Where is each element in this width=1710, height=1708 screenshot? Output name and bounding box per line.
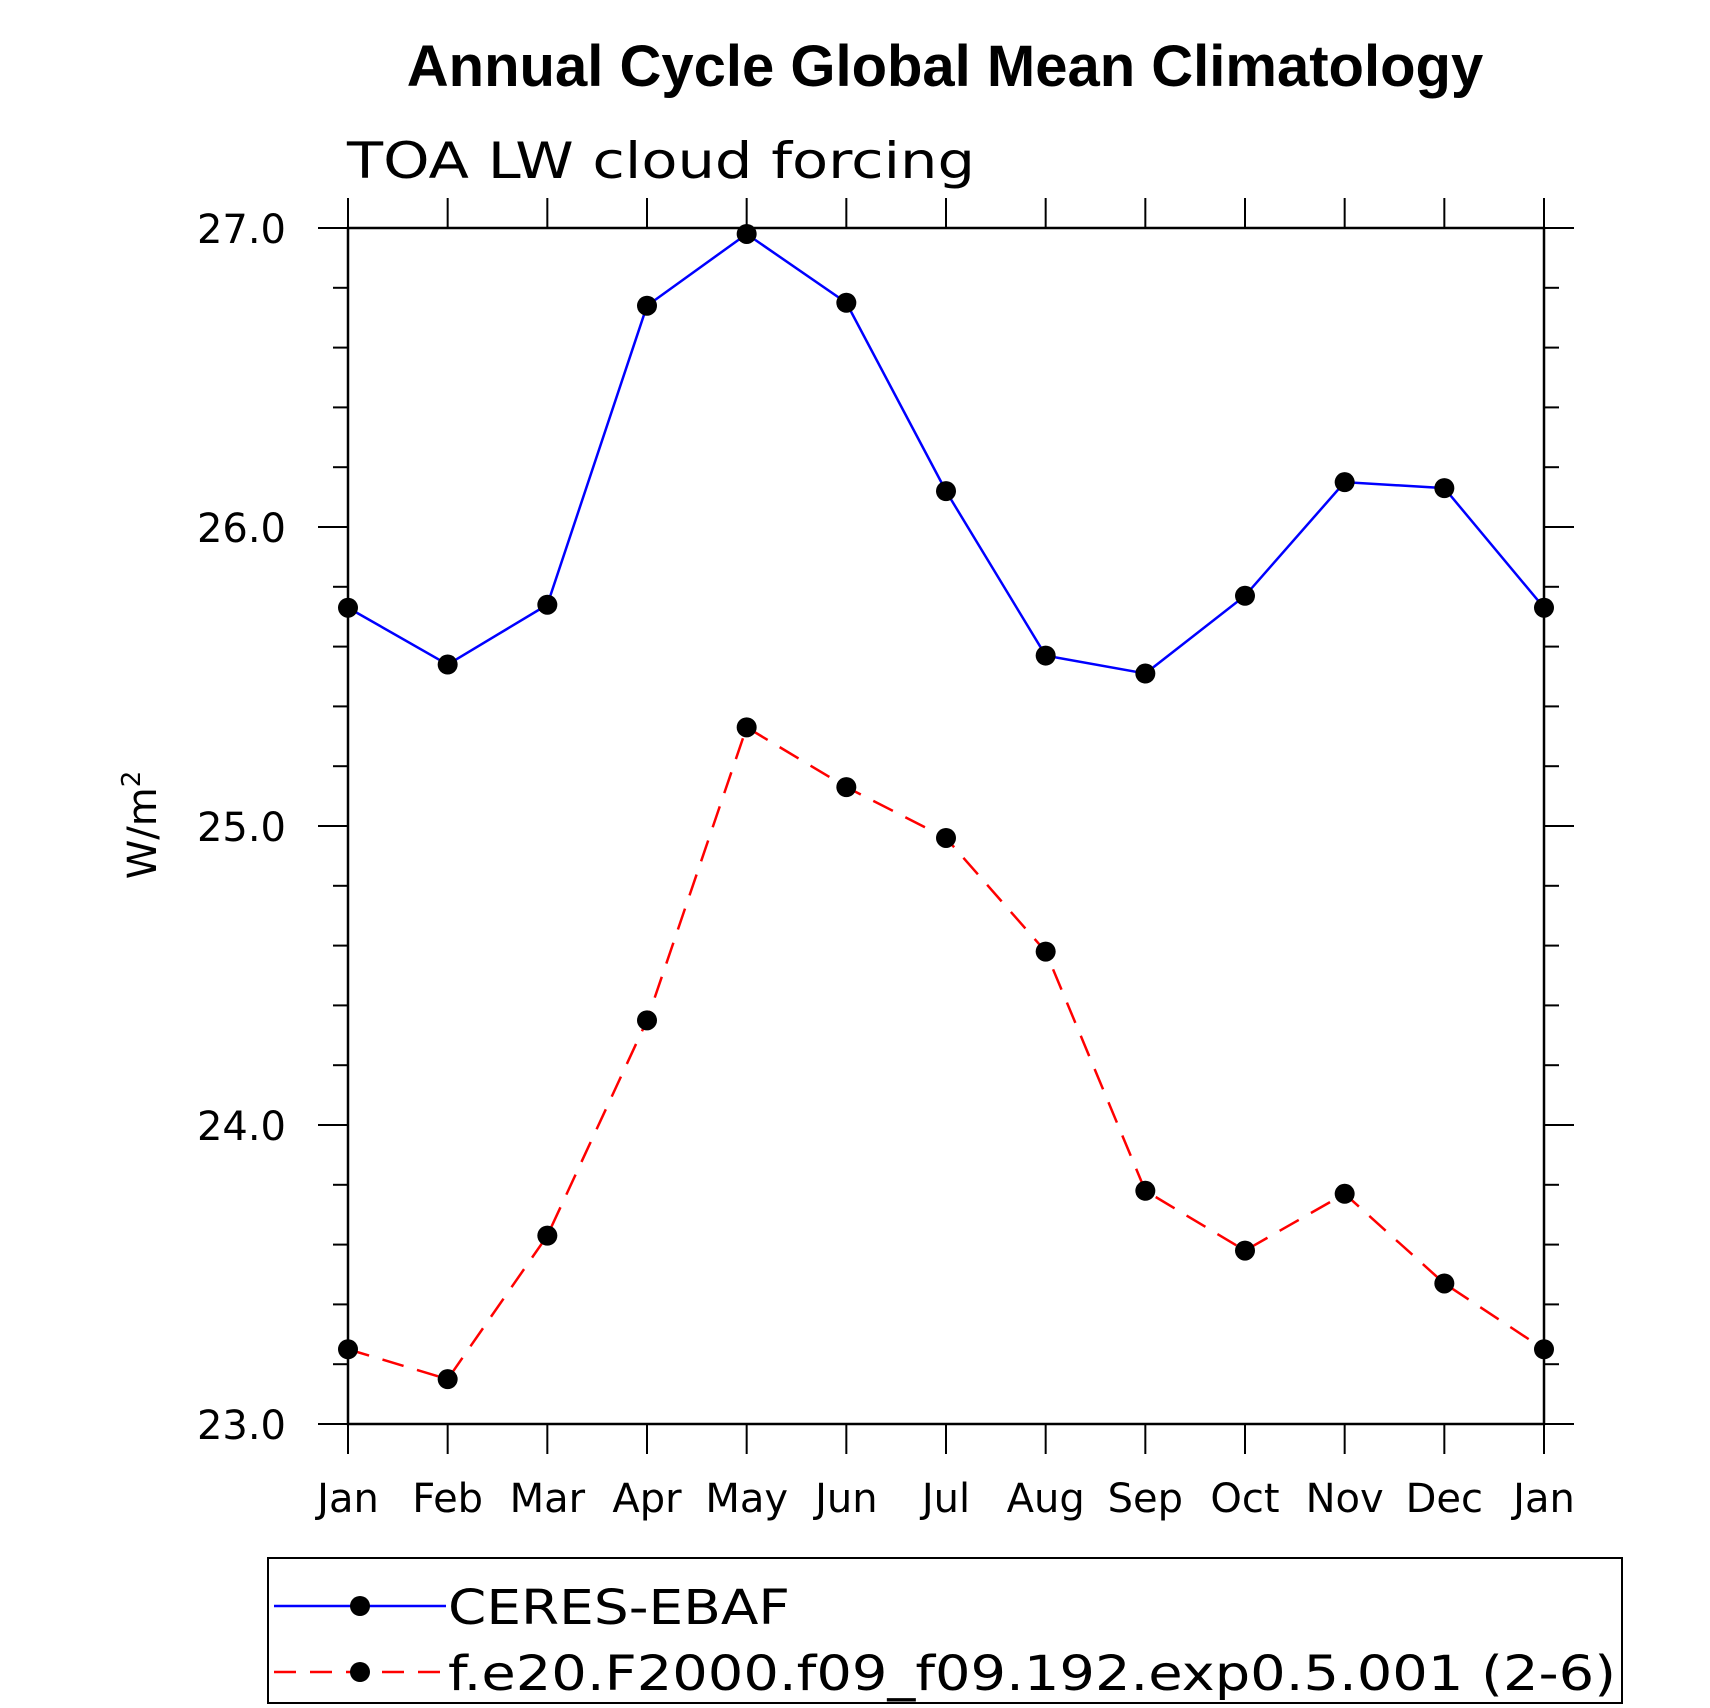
x-tick-label: Jul xyxy=(919,1476,970,1522)
data-point xyxy=(1235,1240,1255,1261)
data-point xyxy=(836,292,857,313)
data-point xyxy=(736,717,757,738)
chart-subtitle: TOA LW cloud forcing xyxy=(346,132,975,190)
legend: CERES-EBAF f.e20.F2000.f09_f09.192.exp0.… xyxy=(267,1557,1623,1704)
legend-marker-ceres xyxy=(350,1596,370,1616)
x-tick-label: Apr xyxy=(612,1476,682,1522)
legend-marker-model xyxy=(350,1662,370,1682)
x-tick-label: Dec xyxy=(1406,1476,1483,1522)
svg-text:W/m2: W/m2 xyxy=(117,771,166,880)
data-point xyxy=(836,777,857,798)
x-tick-label: Mar xyxy=(510,1476,586,1522)
data-point xyxy=(537,594,558,615)
series-layer xyxy=(338,223,1554,1390)
data-point xyxy=(338,597,358,618)
legend-box xyxy=(267,1557,1623,1704)
y-tick-label: 24.0 xyxy=(197,1104,286,1150)
x-tick-label: Oct xyxy=(1210,1476,1279,1522)
data-point xyxy=(936,481,956,502)
x-axis: Jan Feb Mar Apr May Jun Jul Aug Sep Oct Nov Dec Jan xyxy=(314,198,1575,1522)
y-tick-label: 27.0 xyxy=(197,207,286,253)
data-point xyxy=(537,1225,558,1246)
data-point xyxy=(437,1369,458,1390)
data-point xyxy=(1434,478,1455,499)
y-tick-label: 26.0 xyxy=(197,506,286,552)
y-tick-label: 25.0 xyxy=(197,805,286,851)
x-tick-label: Jun xyxy=(812,1476,878,1522)
legend-label-model: f.e20.F2000.f09_f09.192.exp0.5.001 (2-6) xyxy=(448,1646,1616,1702)
y-axis-label: W/m2 xyxy=(117,771,166,880)
x-tick-label: Feb xyxy=(412,1476,483,1522)
data-point xyxy=(1235,585,1255,606)
legend-label-ceres: CERES-EBAF xyxy=(448,1580,790,1636)
plot-border xyxy=(346,226,1546,1426)
series-ceres-ebaf xyxy=(338,223,1554,684)
chart-title: Annual Cycle Global Mean Climatology xyxy=(407,34,1483,99)
data-point xyxy=(1135,663,1156,684)
y-axis: 23.0 24.0 25.0 26.0 27.0 xyxy=(197,207,1574,1449)
y-axis-label-superscript: 2 xyxy=(117,771,147,788)
data-point xyxy=(1334,472,1355,493)
data-point xyxy=(437,654,458,675)
data-point xyxy=(1334,1183,1355,1204)
x-tick-label: May xyxy=(705,1476,788,1522)
series-model xyxy=(338,717,1554,1390)
data-point xyxy=(1434,1273,1455,1294)
data-point xyxy=(936,827,956,848)
data-point xyxy=(637,295,657,316)
series-line xyxy=(347,725,1545,1381)
data-point xyxy=(1135,1180,1156,1201)
data-point xyxy=(1534,1339,1554,1360)
data-point xyxy=(736,223,757,244)
data-point xyxy=(1035,941,1056,962)
x-tick-label: Jan xyxy=(1510,1476,1575,1522)
plot-frame xyxy=(346,226,1546,1426)
data-point xyxy=(1534,597,1554,618)
data-point xyxy=(637,1010,657,1031)
series-line xyxy=(347,232,1545,675)
data-point xyxy=(338,1339,358,1360)
x-tick-label: Sep xyxy=(1108,1476,1183,1522)
x-tick-label: Aug xyxy=(1007,1476,1085,1522)
x-tick-label: Nov xyxy=(1306,1476,1384,1522)
y-tick-label: 23.0 xyxy=(197,1403,286,1449)
y-axis-label-text: W/m xyxy=(120,787,166,879)
x-tick-label: Jan xyxy=(314,1476,379,1522)
data-point xyxy=(1035,645,1056,666)
